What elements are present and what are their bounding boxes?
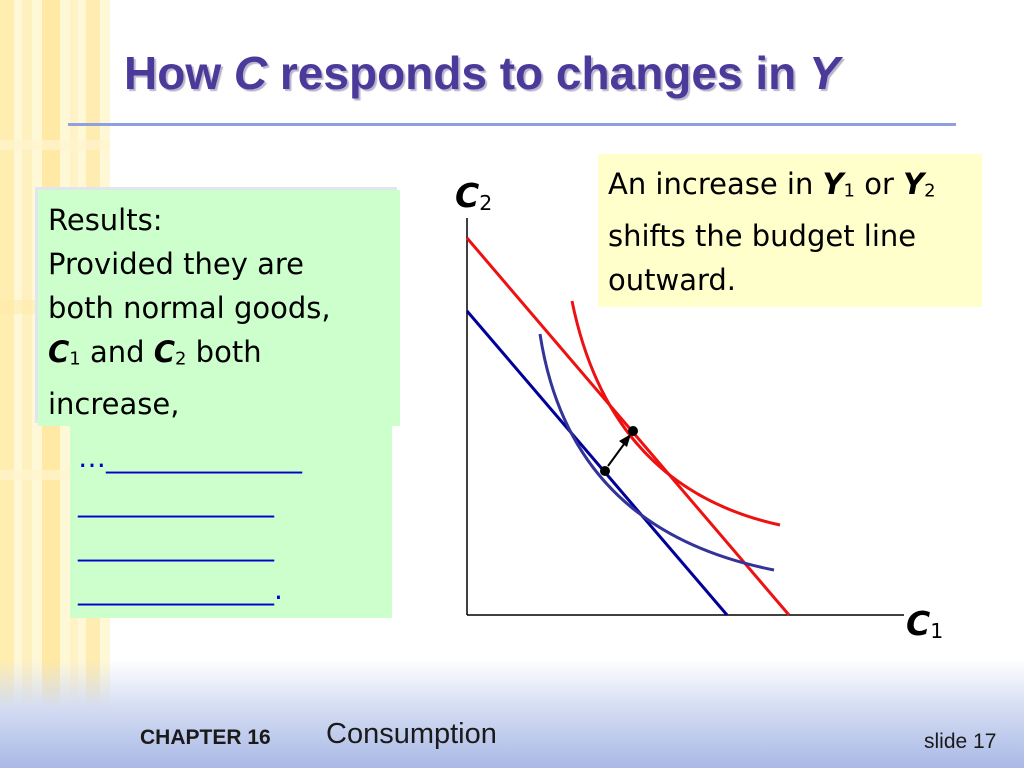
blank-line-3: ______________ — [78, 529, 274, 562]
y2-var: Y — [903, 167, 925, 201]
chapter-title: Consumption — [326, 718, 497, 750]
chapter-label: CHAPTER 16 — [140, 726, 271, 749]
note-box: An increase in Y1 or Y2 shifts the budge… — [598, 154, 982, 307]
initial-indifference-curve — [538, 333, 775, 572]
x-axis-var: C — [906, 604, 931, 643]
x-axis-label: C1 — [906, 604, 943, 643]
title-middle: responds to changes in — [267, 47, 809, 99]
results-line-3: both normal goods, — [48, 291, 331, 325]
new-optimum-point — [628, 426, 638, 436]
y1-var: Y — [822, 167, 844, 201]
results-line-4: C1 and C2 both — [48, 330, 400, 382]
note-text-1: An increase in — [608, 167, 823, 201]
c2-var: C — [153, 335, 176, 369]
y1-sub: 1 — [843, 180, 855, 202]
note-line-1: An increase in Y1 or Y2 — [608, 162, 982, 214]
results-line-1: Results: — [48, 203, 163, 237]
or-word: or — [854, 167, 904, 201]
y2-sub: 2 — [924, 180, 936, 202]
c1-sub: 1 — [69, 348, 81, 370]
c1-var: C — [48, 335, 70, 369]
blank-line-2: ______________ — [78, 485, 274, 518]
both-word: both — [186, 335, 262, 369]
blank-line-4: ______________. — [78, 573, 283, 606]
new-budget-line — [465, 237, 791, 616]
title-divider — [68, 123, 956, 126]
x-axis-sub: 1 — [930, 619, 944, 644]
y-axis-var: C — [455, 176, 480, 215]
slide-number: slide 17 — [924, 730, 997, 753]
y-axis-label: C2 — [455, 176, 492, 215]
results-box: Results: Provided they are both normal g… — [38, 190, 400, 426]
blank-line-1: …______________ — [78, 441, 302, 474]
initial-budget-line — [465, 310, 729, 616]
and-word: and — [80, 335, 154, 369]
title-var-c: C — [233, 47, 268, 99]
results-line-2: Provided they are — [48, 247, 304, 281]
note-line-2: shifts the budget line — [608, 218, 917, 253]
note-line-3: outward. — [608, 262, 737, 297]
new-indifference-curve — [570, 300, 781, 527]
initial-optimum-point — [600, 466, 610, 476]
shift-arrow-head — [619, 434, 631, 447]
y-axis-sub: 2 — [479, 191, 493, 216]
title-var-y: Y — [809, 47, 840, 99]
title-prefix: How — [124, 47, 234, 99]
c2-sub: 2 — [175, 348, 187, 370]
slide-title: How C responds to changes in Y — [124, 46, 840, 100]
footer-band — [0, 660, 1024, 768]
results-line-5: increase, — [48, 386, 180, 421]
fill-in-blank-box: …______________ ______________ _________… — [70, 426, 392, 618]
